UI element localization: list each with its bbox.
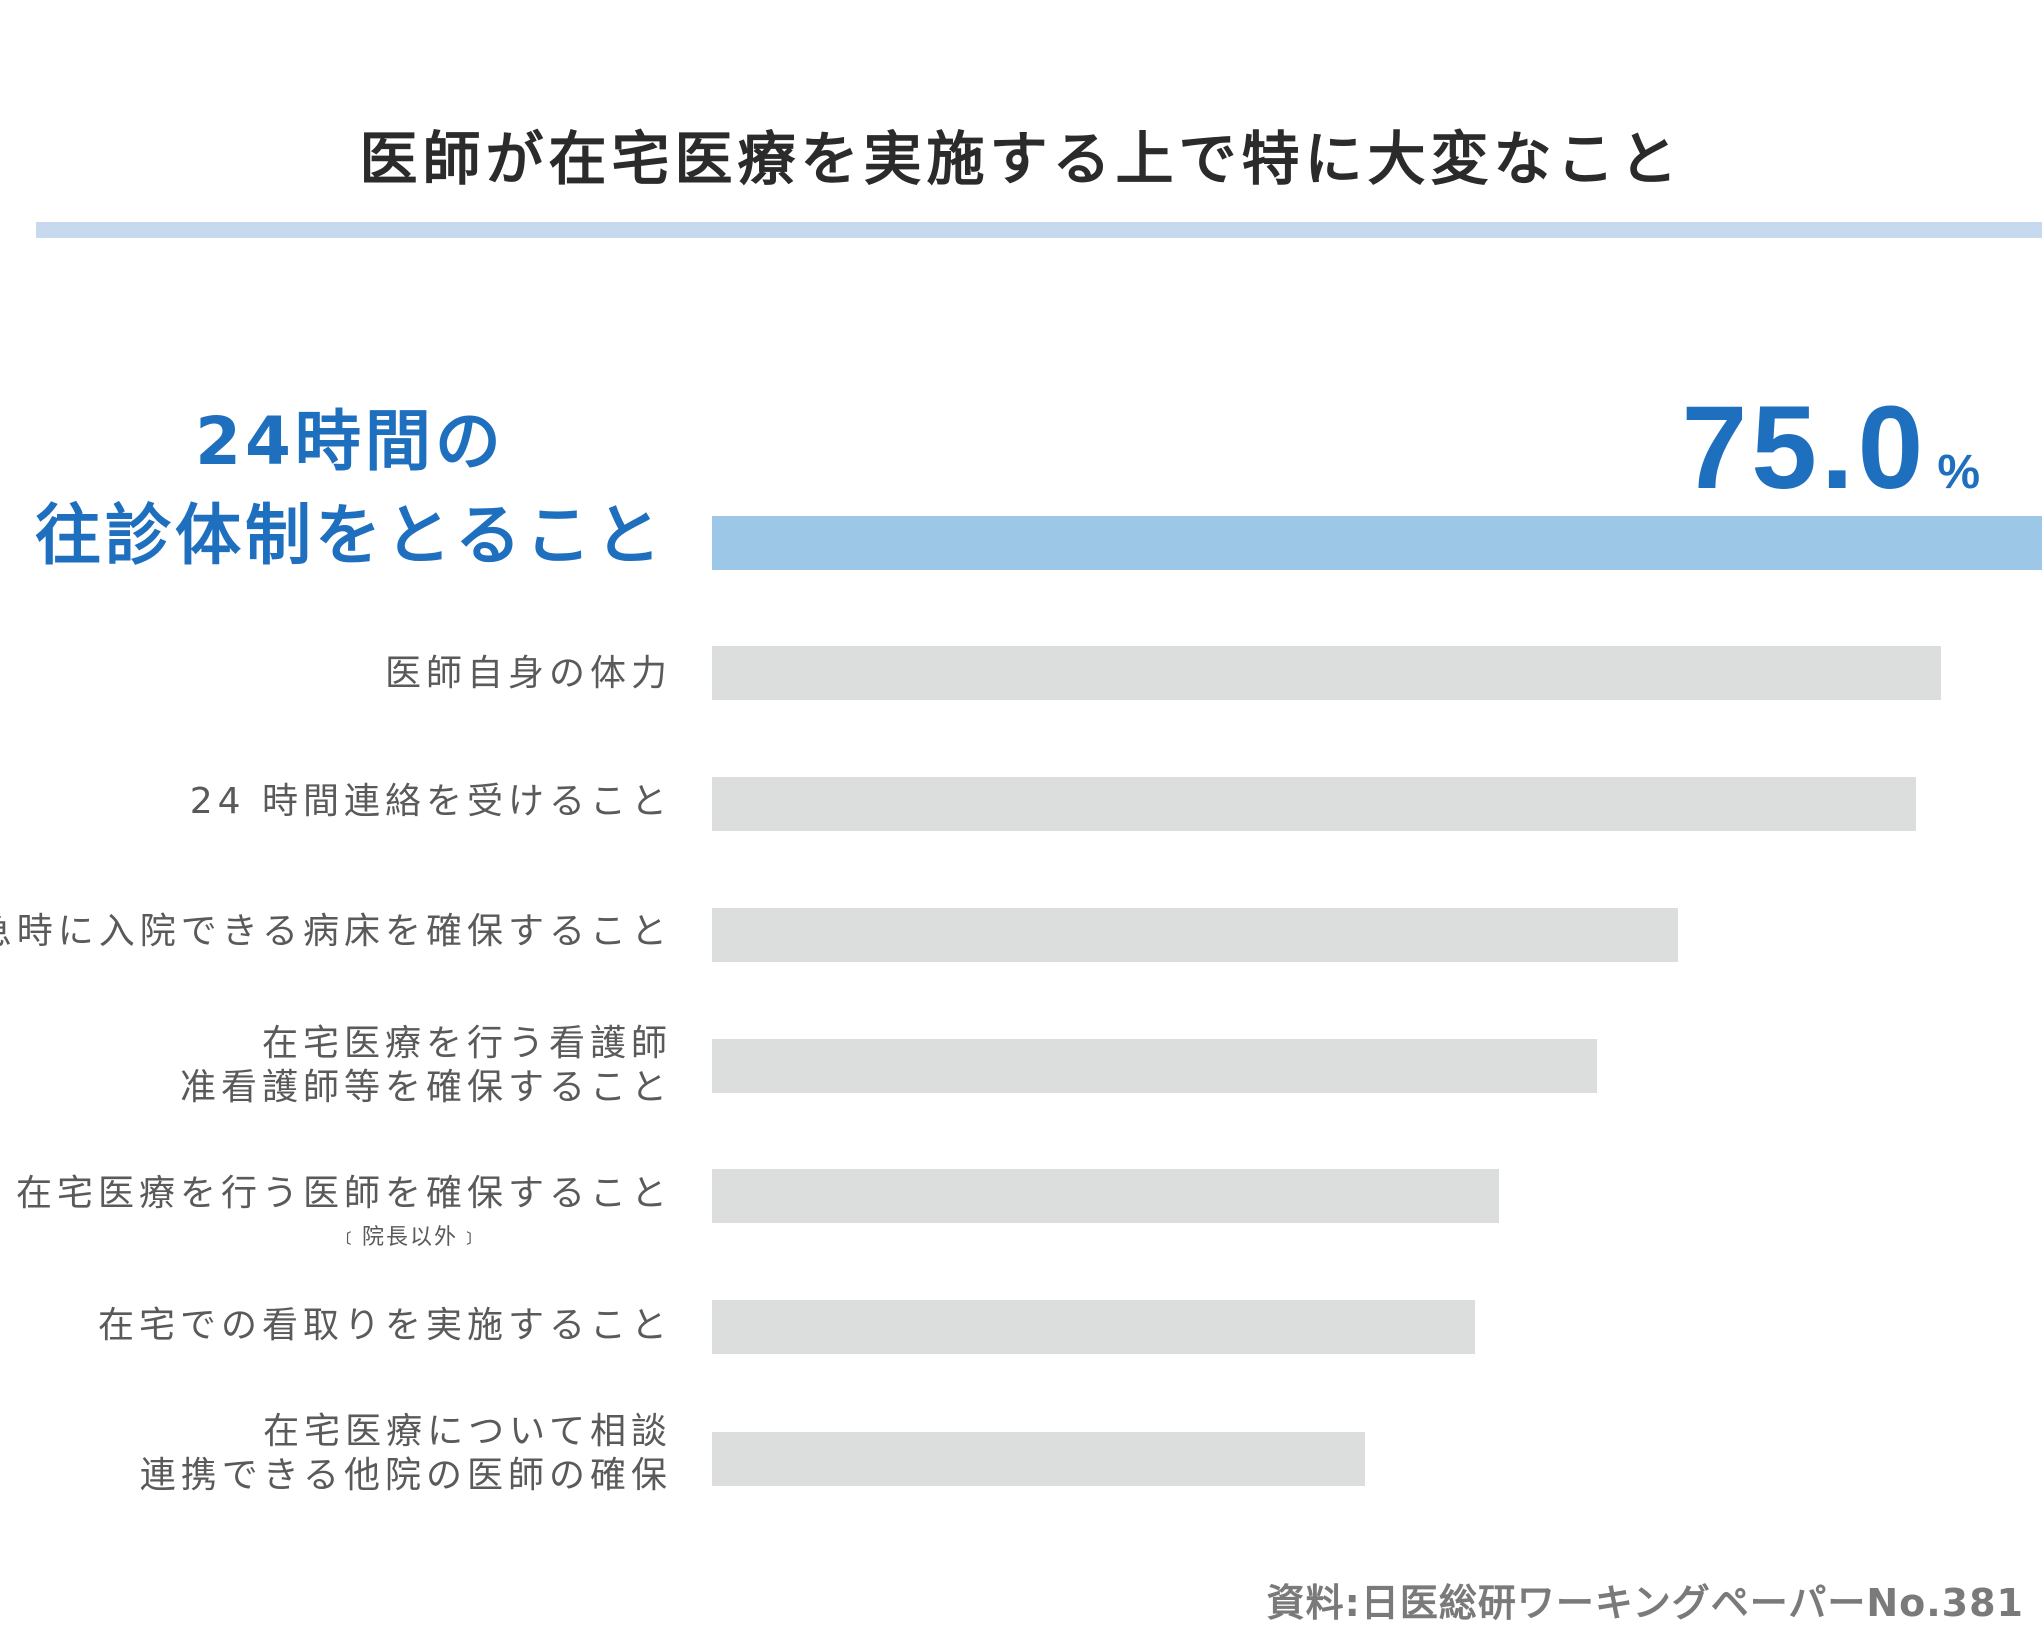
category-label-line: 医師自身の体力 [384, 653, 672, 694]
category-label: 在宅医療について相談 連携できる他院の医師の確保 [140, 1410, 672, 1498]
bar [712, 1432, 1365, 1486]
top-value-label: 75.0% [1682, 380, 1980, 516]
chart-title: 医師が在宅医療を実施する上で特に大変なこと [359, 125, 1683, 193]
source-note: 資料:日医総研ワーキングペーパーNo.381 [1266, 1581, 2024, 1625]
category-label-line: 在宅医療を行う医師を確保すること [15, 1173, 672, 1214]
category-label: 24 時間連絡を受けること [190, 780, 672, 824]
bar [712, 1039, 1597, 1093]
category-label: 在宅医療を行う看護師 准看護師等を確保すること [180, 1022, 672, 1110]
category-label: 在宅医療を行う医師を確保すること ﹝院長以外﹞ [16, 1172, 672, 1252]
bar [712, 646, 1941, 700]
top-category-label-line1: 24時間の [195, 403, 505, 480]
category-label-line: 連携できる他院の医師の確保 [139, 1455, 672, 1496]
category-label-line: 准看護師等を確保すること [179, 1067, 672, 1108]
title-underline [36, 222, 2042, 238]
category-label-line: 在宅医療について相談 [263, 1411, 672, 1452]
bar-highlight [712, 516, 2042, 570]
bar [712, 908, 1678, 962]
category-label-line: 緊急時に入院できる病床を確保すること [0, 911, 672, 952]
category-label-line: 24 時間連絡を受けること [189, 781, 672, 822]
category-label-line: 在宅医療を行う看護師 [261, 1023, 672, 1064]
category-label-note: ﹝院長以外﹞ [337, 1225, 482, 1250]
bar [712, 1169, 1499, 1223]
category-label-line: 在宅での看取りを実施すること [97, 1305, 672, 1346]
category-label: 在宅での看取りを実施すること [98, 1304, 672, 1348]
top-value-unit: % [1937, 446, 1980, 499]
category-label: 医師自身の体力 [385, 652, 672, 696]
bar [712, 1300, 1475, 1354]
top-value-number: 75.0 [1681, 382, 1928, 514]
category-label: 緊急時に入院できる病床を確保すること [0, 910, 672, 954]
bar [712, 777, 1916, 831]
top-category-label-line2: 往診体制をとること [35, 497, 665, 574]
